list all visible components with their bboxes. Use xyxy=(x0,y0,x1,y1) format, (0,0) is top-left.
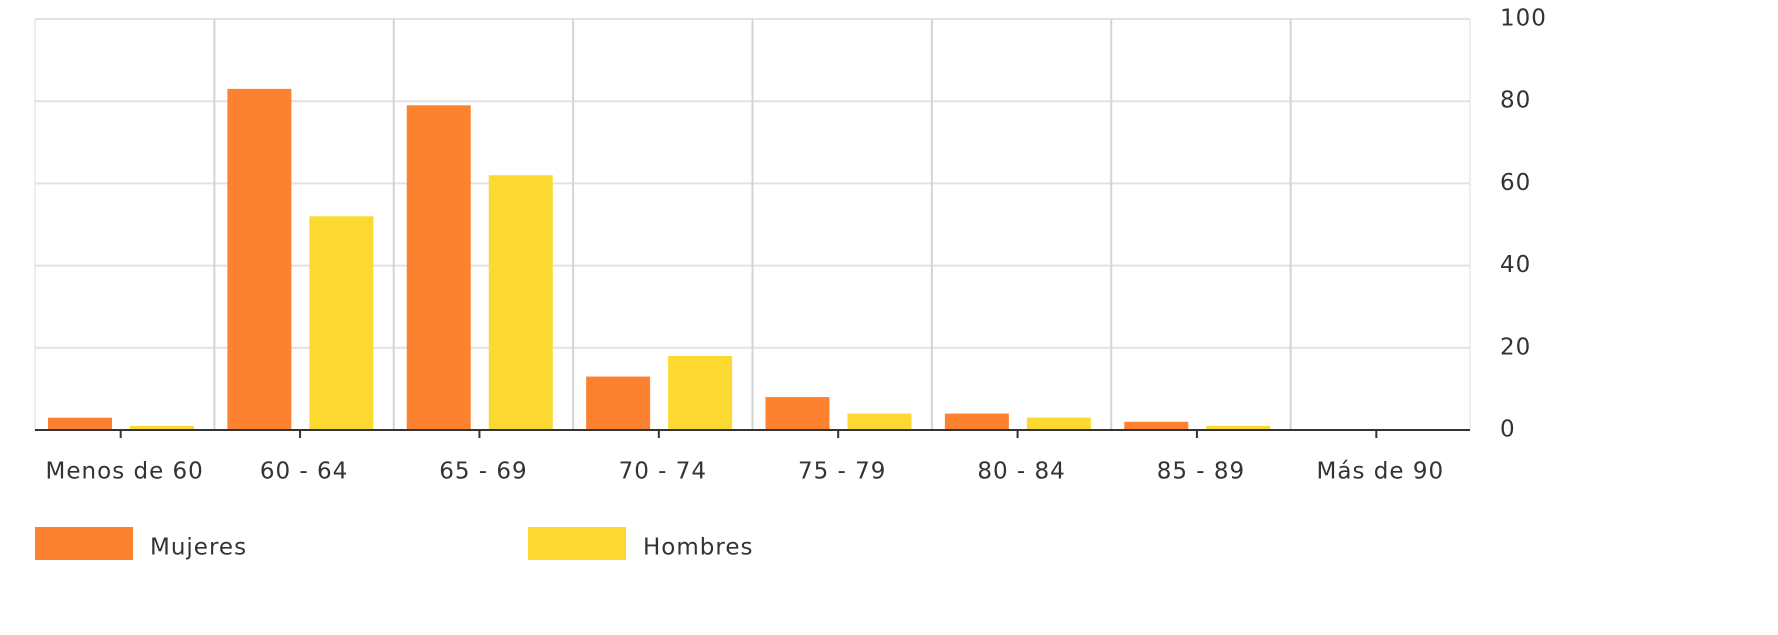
bar xyxy=(406,105,471,430)
bar xyxy=(1206,425,1271,430)
x-tick-label: Menos de 60 xyxy=(46,459,204,485)
legend-swatch xyxy=(528,527,626,560)
x-tick-label: 60 - 64 xyxy=(260,459,348,485)
bar xyxy=(227,88,292,431)
legend-swatch xyxy=(35,527,133,560)
y-tick-label: 20 xyxy=(1500,334,1531,360)
bar xyxy=(1026,417,1091,430)
x-tick-label: 65 - 69 xyxy=(439,459,527,485)
x-tick-label: 70 - 74 xyxy=(619,459,707,485)
bar xyxy=(765,397,830,430)
bar xyxy=(944,413,1009,430)
bar xyxy=(309,216,374,430)
y-tick-label: 80 xyxy=(1500,88,1531,114)
bar xyxy=(1124,421,1189,430)
bar xyxy=(48,417,112,430)
x-tick-label: 85 - 89 xyxy=(1157,459,1245,485)
y-tick-label: 0 xyxy=(1500,417,1516,443)
legend-label: Mujeres xyxy=(150,535,247,561)
bar xyxy=(586,376,651,430)
x-tick-label: 75 - 79 xyxy=(798,459,886,485)
x-tick-label: 80 - 84 xyxy=(977,459,1065,485)
bar xyxy=(668,356,733,430)
y-tick-label: 100 xyxy=(1500,6,1547,32)
bar xyxy=(488,175,553,430)
y-tick-label: 60 xyxy=(1500,170,1531,196)
legend-label: Hombres xyxy=(643,535,753,561)
bar xyxy=(130,425,194,430)
bar xyxy=(847,413,912,430)
x-tick-label: Más de 90 xyxy=(1317,459,1445,485)
y-tick-label: 40 xyxy=(1500,252,1531,278)
